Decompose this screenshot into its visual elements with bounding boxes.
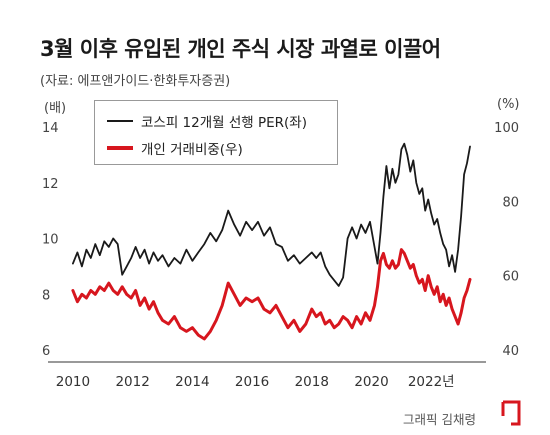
right-axis-tick-label: 80 — [502, 195, 519, 210]
x-axis-ticks: 2010 2012 2014 2016 2018 2020 2022년 — [56, 374, 455, 390]
x-axis-tick-label: 2022년 — [408, 374, 455, 390]
graphic-credit: 그래픽 김채령 — [403, 412, 476, 427]
legend-label-per: 코스피 12개월 선행 PER(좌) — [141, 115, 307, 131]
right-axis-tick-label: 60 — [502, 270, 519, 285]
right-axis-unit: (%) — [497, 97, 520, 112]
publisher-logo-icon — [501, 400, 521, 426]
left-axis-unit: (배) — [44, 101, 67, 116]
x-axis-tick-label: 2010 — [56, 374, 90, 390]
series-line-individual-share — [71, 248, 472, 341]
legend-swatch-per — [107, 120, 133, 122]
left-axis-ticks: 6 8 10 12 14 — [42, 121, 59, 359]
x-axis-tick-label: 2012 — [115, 374, 149, 390]
legend-label-individual: 개인 거래비중(우) — [141, 142, 243, 158]
right-axis-tick-label: 100 — [494, 121, 519, 136]
left-axis-tick-label: 14 — [42, 121, 59, 136]
x-axis-tick-label: 2014 — [175, 374, 209, 390]
series-lines — [71, 142, 472, 341]
x-axis-tick-label: 2018 — [295, 374, 329, 390]
left-axis-tick-label: 6 — [42, 344, 50, 359]
legend-swatch-individual — [107, 146, 133, 150]
left-axis-tick-label: 8 — [42, 288, 50, 303]
right-axis-tick-label: 40 — [502, 344, 519, 359]
legend-item-individual: 개인 거래비중(우) — [107, 138, 243, 158]
x-axis-tick-label: 2016 — [235, 374, 269, 390]
series-line-per — [72, 142, 471, 287]
legend-item-per: 코스피 12개월 선행 PER(좌) — [107, 111, 307, 131]
chart-source: (자료: 에프앤가이드·한화투자증권) — [40, 74, 231, 89]
left-axis-tick-label: 12 — [42, 177, 59, 192]
chart-legend: 코스피 12개월 선행 PER(좌) 개인 거래비중(우) — [94, 100, 338, 165]
chart-title: 3월 이후 유입된 개인 주식 시장 과열로 이끌어 — [40, 37, 441, 61]
right-axis-ticks: 40 60 80 100 — [494, 121, 519, 359]
left-axis-tick-label: 10 — [42, 233, 59, 248]
x-axis-tick-label: 2020 — [354, 374, 388, 390]
